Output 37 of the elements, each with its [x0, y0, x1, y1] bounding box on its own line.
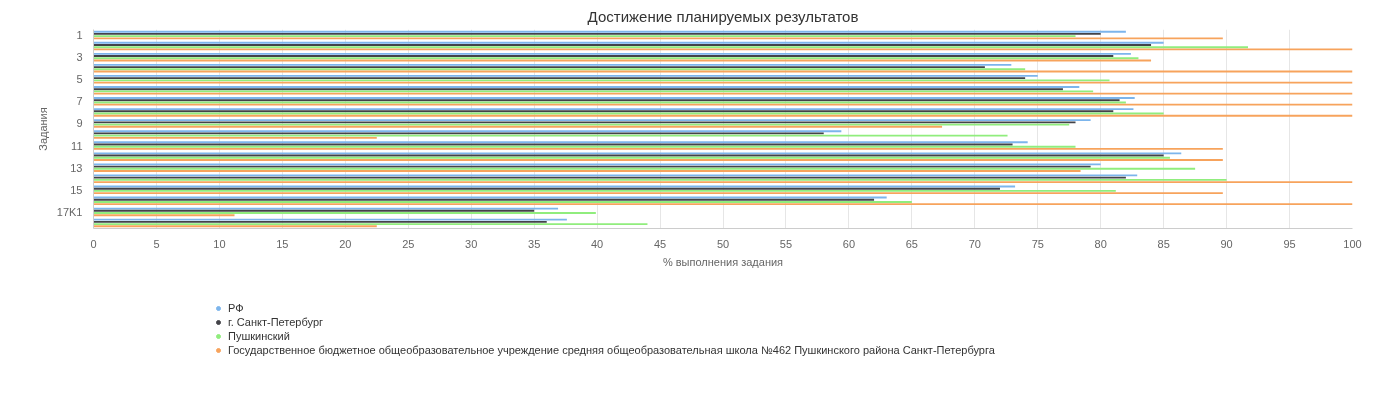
x-tick-label: 5 [153, 237, 160, 250]
x-tick-label: 85 [1157, 237, 1170, 250]
y-tick-label: 7 [76, 95, 83, 108]
legend-label: г. Санкт-Петербург [228, 316, 324, 328]
y-tick-label: 17K1 [56, 205, 83, 218]
legend-label: Пушкинский [228, 330, 290, 342]
x-tick-label: 20 [339, 237, 352, 250]
x-tick-label: 25 [402, 237, 415, 250]
x-tick-label: 90 [1220, 237, 1233, 250]
x-axis-title: % выполнения задания [662, 255, 784, 268]
y-tick-label: 15 [70, 183, 83, 196]
x-tick-label: 75 [1031, 237, 1044, 250]
x-tick-label: 10 [213, 237, 226, 250]
x-tick-label: 70 [968, 237, 981, 250]
y-tick-label: 1 [76, 29, 83, 42]
x-tick-label: 40 [590, 237, 604, 250]
x-tick-label: 60 [842, 237, 856, 250]
y-tick-label: 13 [70, 161, 83, 174]
x-tick-label: 95 [1283, 237, 1296, 250]
y-axis-title: Задания [36, 107, 49, 151]
x-tick-label: 45 [653, 237, 667, 250]
legend-label: Государственное бюджетное общеобразовательное учреждение средняя общеобразовательная школа №462 Пушкинского района Санкт-Петербурга [228, 344, 995, 356]
x-tick-label: 30 [465, 237, 478, 250]
y-tick-label: 3 [76, 51, 83, 64]
x-tick-label: 50 [716, 237, 730, 250]
y-tick-label: 9 [76, 117, 83, 130]
x-tick-label: 100 [1343, 237, 1362, 250]
x-tick-label: 35 [528, 237, 541, 250]
x-tick-label: 0 [90, 237, 97, 250]
x-tick-label: 65 [905, 237, 918, 250]
x-tick-label: 55 [779, 237, 793, 250]
y-tick-label: 5 [76, 73, 83, 86]
y-tick-label: 11 [71, 139, 83, 152]
x-tick-label: 15 [276, 237, 289, 250]
chart-title: Достижение планируемых результатов [587, 7, 859, 25]
x-tick-label: 80 [1094, 237, 1107, 250]
legend-label: РФ [228, 302, 245, 314]
